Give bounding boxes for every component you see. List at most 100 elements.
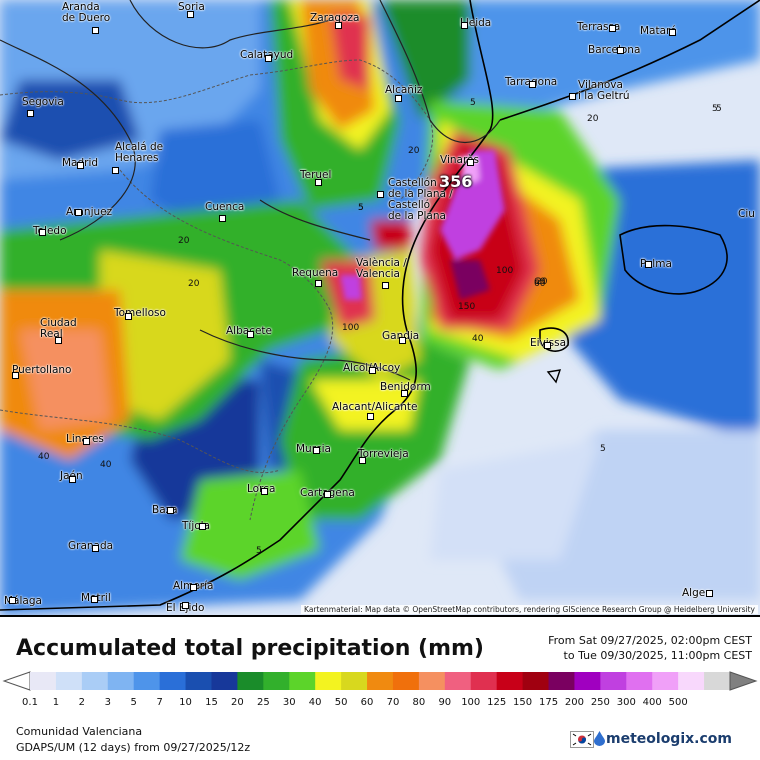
scale-color-swatch	[548, 672, 575, 690]
city-label: Tíjola	[182, 520, 211, 532]
city-marker	[315, 179, 322, 186]
city-marker	[367, 413, 374, 420]
scale-tick-label: 125	[487, 697, 507, 708]
city-marker	[190, 584, 197, 591]
contour-label: 20	[178, 236, 190, 246]
city-marker	[39, 229, 46, 236]
scale-color-swatch	[315, 672, 342, 690]
scale-tick-label: 10	[179, 697, 192, 708]
city-marker	[461, 22, 468, 29]
scale-color-swatch	[159, 672, 187, 690]
city-marker	[377, 191, 384, 198]
city-marker	[265, 55, 272, 62]
scale-tick-label: 20	[231, 697, 244, 708]
contour-label: 20	[188, 279, 200, 289]
city-label: Gandia	[382, 330, 420, 342]
model-label: GDAPS/UM (12 days) from 09/27/2025/12z	[16, 741, 251, 754]
city-marker	[529, 81, 536, 88]
scale-color-swatch	[704, 672, 731, 690]
scale-color-swatch	[341, 672, 368, 690]
city-marker	[313, 447, 320, 454]
scale-color-swatch	[55, 672, 83, 690]
city-marker	[12, 372, 19, 379]
city-marker	[395, 95, 402, 102]
scale-color-swatch	[211, 672, 238, 690]
city-label: Ciudad Real	[40, 317, 77, 340]
scale-tick-label: 5	[130, 697, 137, 708]
scale-tick-label: 30	[282, 697, 296, 708]
scale-tick-label: 60	[360, 697, 374, 708]
city-marker	[69, 476, 76, 483]
contour-label: 40	[100, 460, 112, 470]
scale-color-swatch	[418, 672, 446, 690]
city-label: Puertollano	[12, 364, 72, 376]
scale-color-swatch	[678, 672, 705, 690]
scale-tick-label: 300	[616, 697, 636, 708]
contour-label: 40	[38, 452, 50, 462]
contour-label: 5	[712, 104, 718, 114]
city-marker	[399, 337, 406, 344]
city-marker	[182, 602, 189, 609]
scale-color-swatch	[81, 672, 109, 690]
scale-tick-label: 400	[642, 697, 662, 708]
city-marker	[401, 390, 408, 397]
city-label: Zaragoza	[310, 12, 360, 24]
contour-label: 20	[587, 114, 599, 124]
contour-label: 150	[458, 302, 476, 312]
city-label: Requena	[292, 267, 339, 279]
scale-min-arrow	[2, 671, 31, 691]
city-label: Torrevieja	[358, 448, 409, 460]
city-label: Castellón de la Plana / Castelló de la P…	[388, 177, 453, 222]
scale-color-swatch	[289, 672, 316, 690]
maximum-value-label: 356	[439, 172, 473, 191]
city-label: Cuenca	[205, 201, 245, 213]
scale-tick-label: 15	[205, 697, 218, 708]
contour-label: 20	[536, 277, 548, 287]
scale-color-swatch	[496, 672, 524, 690]
scale-color-swatch	[522, 672, 550, 690]
city-marker	[369, 367, 376, 374]
scale-color-swatch	[470, 672, 498, 690]
scale-tick-label: 70	[386, 697, 400, 708]
scale-tick-label: 500	[668, 697, 688, 708]
city-marker	[261, 488, 268, 495]
city-label: Terrassa	[577, 21, 621, 33]
city-marker	[91, 596, 98, 603]
precipitation-map: Aranda de Duero Soria Zaragoza Lleida Terras…	[0, 0, 760, 615]
scale-tick-label: 2	[78, 697, 86, 708]
city-label: Segovia	[22, 96, 64, 108]
city-marker	[9, 597, 16, 604]
city-label: Alacant/Alicante	[332, 401, 418, 413]
city-label: Tomelloso	[114, 307, 166, 319]
color-scale-bar	[2, 671, 758, 691]
scale-color-swatch	[30, 672, 57, 690]
city-label: Toledo	[33, 225, 67, 237]
city-marker	[324, 491, 331, 498]
city-label: Alcalá de Henares	[115, 141, 164, 164]
chart-title: Accumulated total precipitation (mm)	[16, 636, 484, 661]
contour-label: 100	[496, 266, 514, 276]
city-marker	[706, 590, 713, 597]
scale-tick-label: 7	[156, 697, 163, 708]
contour-label: 20	[408, 146, 420, 156]
city-label: Mataró	[640, 25, 677, 37]
contour-label: 5	[470, 98, 476, 108]
scale-tick-label: 200	[564, 697, 584, 708]
city-marker	[112, 167, 119, 174]
scale-color-swatch	[263, 672, 290, 690]
city-marker	[77, 162, 84, 169]
city-marker	[247, 331, 254, 338]
city-label: Aranda de Duero	[62, 1, 111, 24]
city-label: Vinaròs	[440, 154, 479, 166]
city-label: Baza	[152, 504, 178, 516]
city-marker	[669, 29, 676, 36]
city-label: Aranjuez	[66, 206, 113, 218]
map-attribution: Kartenmaterial: Map data © OpenStreetMap…	[301, 605, 758, 614]
city-label: València / Valencia	[356, 257, 407, 280]
city-marker	[609, 25, 616, 32]
scale-color-swatch	[600, 672, 627, 690]
contour-label: 5	[600, 444, 606, 454]
brand-name[interactable]: meteologix.com	[606, 731, 732, 747]
scale-color-swatch	[133, 672, 161, 690]
